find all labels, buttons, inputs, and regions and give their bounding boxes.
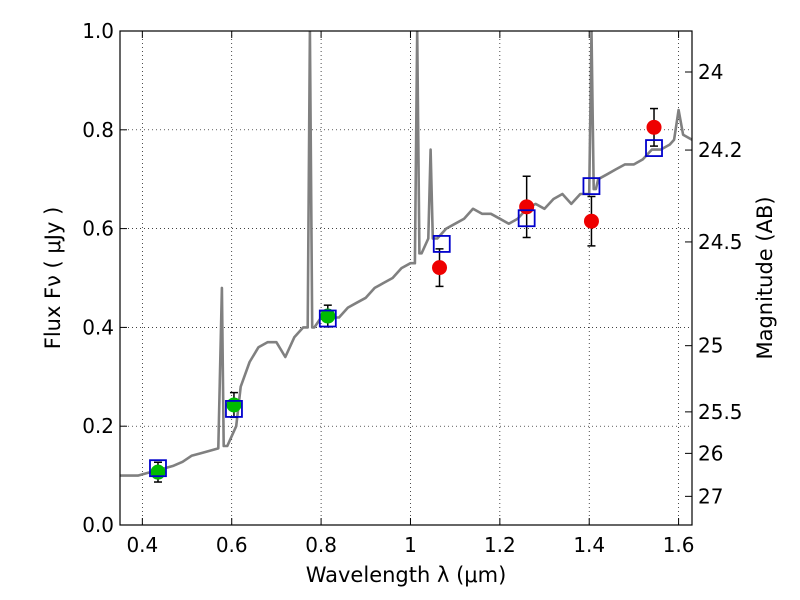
x-tick-label: 1 <box>404 533 417 557</box>
x-axis-label: Wavelength λ (μm) <box>306 563 507 587</box>
y-tick-label: 0.0 <box>82 513 114 537</box>
y-tick-label: 1.0 <box>82 19 114 43</box>
x-tick-label: 1.4 <box>573 533 605 557</box>
model-point <box>517 209 536 228</box>
x-tick-label: 0.6 <box>216 533 248 557</box>
magnitude-tick-label: 26 <box>698 441 723 465</box>
x-tick-label: 0.4 <box>126 533 158 557</box>
observed-points <box>150 119 662 480</box>
axis-ticks <box>120 30 692 526</box>
x-tick-label: 1.2 <box>484 533 516 557</box>
magnitude-tick-label: 24.2 <box>698 138 743 162</box>
y-tick-label: 0.4 <box>82 315 114 339</box>
observed-point <box>432 260 448 276</box>
observed-point <box>320 308 336 324</box>
observed-point <box>519 199 535 215</box>
magnitude-tick-labels: 24 24.2 24.5 25 25.5 26 27 <box>698 60 743 508</box>
y-tick-label: 0.8 <box>82 118 114 142</box>
x-tick-label: 0.8 <box>305 533 337 557</box>
observed-point <box>646 119 662 135</box>
model-points <box>149 139 663 478</box>
magnitude-tick-label: 25.5 <box>698 400 743 424</box>
model-point <box>645 139 663 157</box>
x-tick-label: 1.6 <box>663 533 695 557</box>
magnitude-tick-label: 24.5 <box>698 230 743 254</box>
observed-point <box>226 397 242 413</box>
y-tick-label: 0.2 <box>82 414 114 438</box>
error-bars <box>153 107 659 483</box>
magnitude-tick-label: 27 <box>698 484 723 508</box>
magnitude-tick-label: 24 <box>698 60 723 84</box>
y2-axis-label: Magnitude (AB) <box>753 196 777 359</box>
observed-point <box>150 464 166 480</box>
model-point <box>149 459 167 478</box>
y-tick-labels: 0.0 0.2 0.4 0.6 0.8 1.0 <box>82 19 114 537</box>
spectrum-line <box>120 31 692 477</box>
plot-frame <box>119 30 693 526</box>
y-axis-label: Flux Fν ( μJy ) <box>41 207 65 350</box>
model-point <box>318 309 337 328</box>
model-point <box>432 235 451 253</box>
y-tick-label: 0.6 <box>82 217 114 241</box>
model-point <box>582 177 601 196</box>
model-point <box>225 400 243 418</box>
spectrum-series <box>120 31 692 477</box>
observed-point <box>583 213 599 229</box>
magnitude-tick-label: 25 <box>698 334 723 358</box>
x-tick-labels: 0.4 0.6 0.8 1 1.2 1.4 1.6 <box>126 533 694 557</box>
